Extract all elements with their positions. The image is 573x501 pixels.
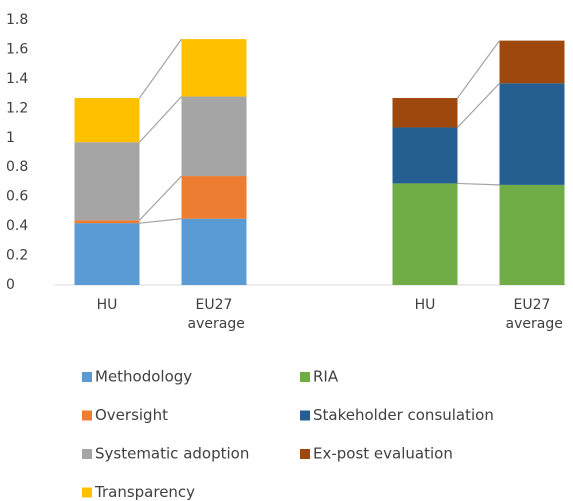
bar-segment — [392, 127, 458, 184]
bar-segment — [181, 96, 247, 177]
y-tick-label: 1.2 — [6, 100, 28, 116]
y-tick-label: 0 — [6, 277, 15, 293]
series-connector — [457, 40, 500, 99]
y-tick-label: 0.8 — [6, 159, 28, 175]
legend-swatch — [82, 449, 92, 459]
series-connector — [139, 218, 182, 224]
bar-segment — [181, 176, 247, 219]
legend-swatch — [82, 372, 92, 382]
legend-label: Stakeholder consulation — [313, 406, 494, 424]
y-tick-label: 1.6 — [6, 41, 28, 57]
y-tick-label: 1.4 — [6, 71, 28, 87]
legend-swatch — [300, 449, 310, 459]
y-tick-label: 1 — [6, 130, 15, 146]
series-connector — [139, 175, 182, 221]
bar-segment — [499, 184, 565, 285]
bar-segment — [74, 142, 140, 221]
x-tick-label: HU — [415, 297, 436, 313]
legend-swatch — [82, 410, 92, 421]
bar-segment — [392, 98, 458, 128]
legend-label: RIA — [313, 368, 339, 386]
y-tick-label: 0.6 — [6, 189, 28, 205]
bar-segment — [499, 40, 565, 84]
bar-segment — [181, 39, 247, 97]
series-connector — [139, 38, 182, 99]
x-tick-label: HU — [97, 297, 118, 313]
legend-label: Systematic adoption — [95, 445, 249, 463]
bar-segment — [74, 223, 140, 285]
x-tick-label: EU27 average — [183, 297, 245, 332]
y-tick-label: 1.8 — [6, 12, 28, 28]
y-tick-label: 0.2 — [6, 248, 28, 264]
legend-label: Transparency — [94, 483, 195, 501]
legend-swatch — [300, 410, 310, 421]
legend-swatch — [82, 487, 92, 498]
bar-segment — [499, 83, 565, 185]
legend-label: Ex-post evaluation — [313, 445, 453, 463]
bar-segment — [392, 183, 458, 285]
legend-label: Oversight — [95, 406, 168, 424]
legend-label: Methodology — [95, 368, 192, 386]
series-connector — [139, 96, 182, 143]
legend-swatch — [300, 372, 310, 382]
y-tick-label: 0.4 — [6, 218, 28, 234]
series-connector — [457, 82, 500, 128]
x-tick-label: EU27 average — [501, 297, 563, 332]
bar-segment — [74, 220, 140, 224]
bar-segment — [74, 98, 140, 143]
bar-segment — [181, 218, 247, 285]
series-connector — [457, 182, 500, 186]
